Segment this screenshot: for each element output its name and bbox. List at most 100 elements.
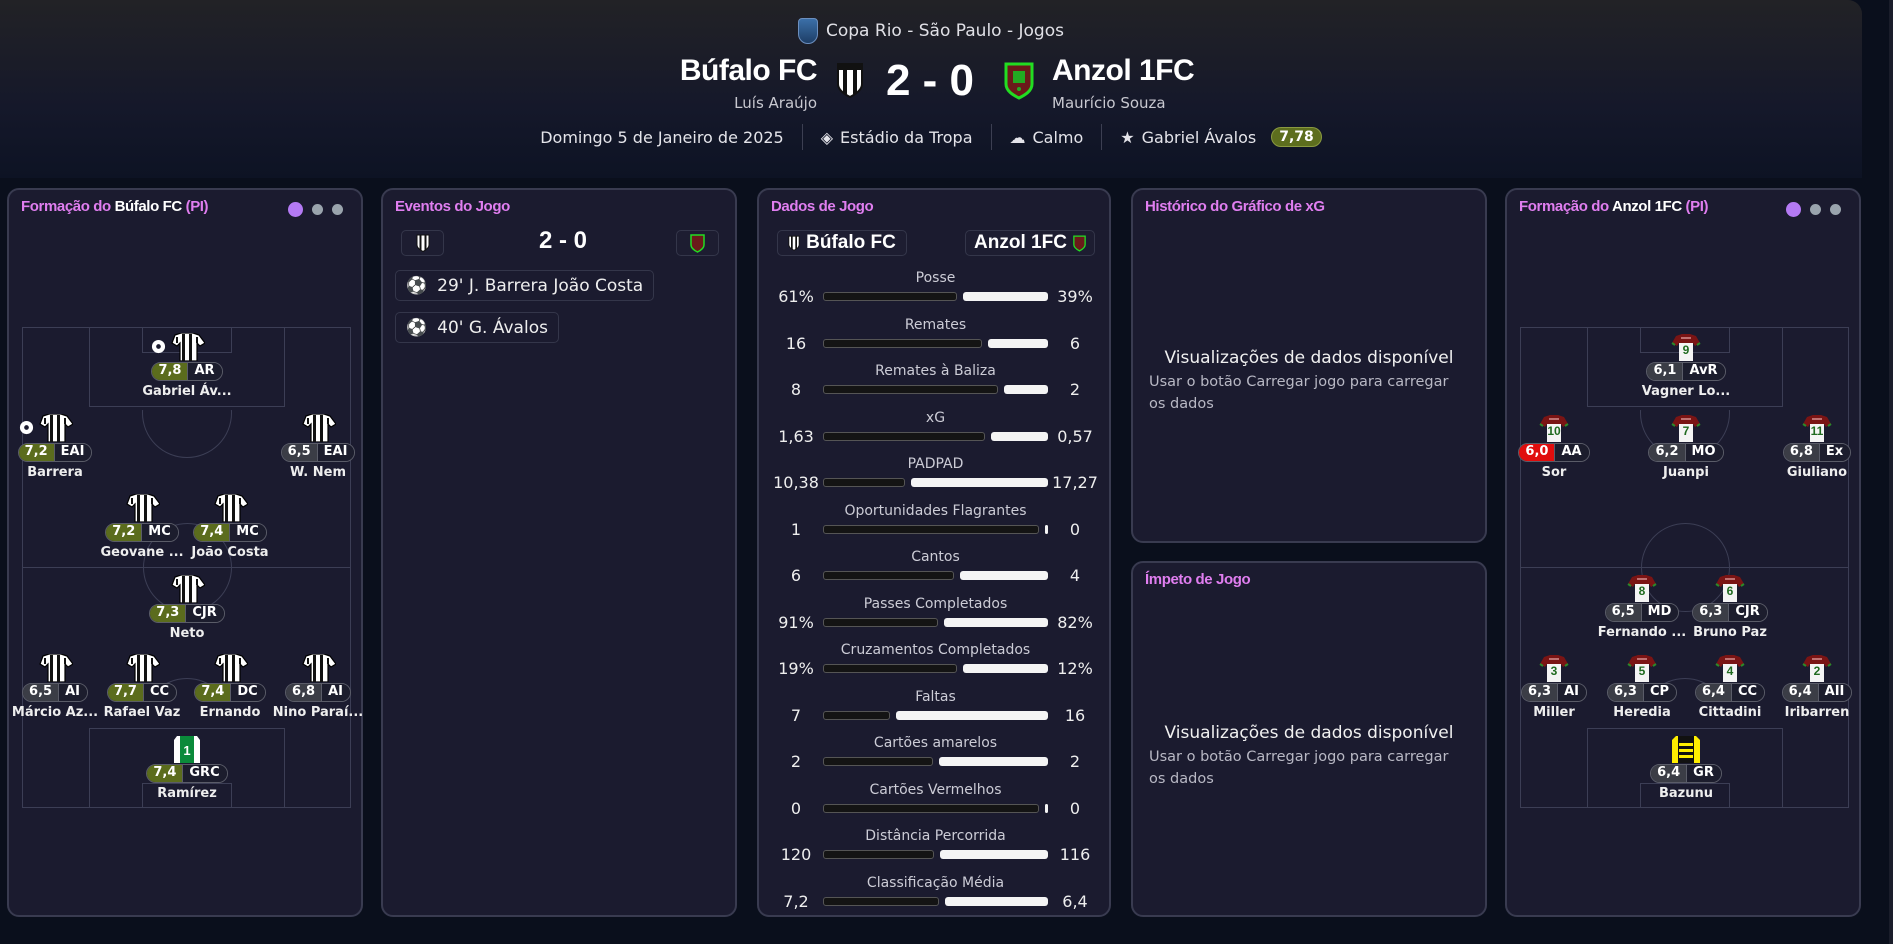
player-name: Nino Paraí... xyxy=(272,705,364,720)
motm-name[interactable]: Gabriel Ávalos xyxy=(1141,127,1257,147)
shirt-icon: 4 xyxy=(1712,654,1748,682)
player-marker[interactable]: 4 6,4 CC Cittadini xyxy=(1675,654,1785,720)
events-score: 2 - 0 xyxy=(538,227,588,254)
stat-away-bar xyxy=(963,664,1048,673)
player-position: CC xyxy=(1730,684,1765,701)
home-crest-icon xyxy=(788,235,800,251)
home-team-tab[interactable]: Búfalo FC xyxy=(777,230,907,256)
rating-badge: 6,0 AA xyxy=(1518,443,1590,462)
player-marker[interactable]: 7,4 MC João Costa xyxy=(175,493,285,560)
player-marker[interactable]: 7,4 DC Ernando xyxy=(175,653,285,720)
stat-label: Cartões Vermelhos xyxy=(869,781,1002,798)
stat-home-value: 16 xyxy=(785,333,807,353)
stadium-name[interactable]: Estádio da Tropa xyxy=(840,127,973,147)
player-marker[interactable]: 7,2 MC Geovane ... xyxy=(87,493,197,560)
page-dot-1[interactable] xyxy=(288,202,303,217)
svg-text:1: 1 xyxy=(183,743,190,758)
stat-away-value: 4 xyxy=(1069,566,1081,585)
home-manager[interactable]: Luís Araújo xyxy=(734,94,817,112)
shirt-icon xyxy=(19,413,74,443)
rating-badge: 6,4 AII xyxy=(1781,683,1853,702)
player-rating: 6,8 xyxy=(1783,444,1819,461)
away-crest-icon xyxy=(1004,62,1034,100)
away-team-badge[interactable] xyxy=(676,230,719,256)
stat-away-value: 39% xyxy=(1057,287,1093,306)
page-dot-2[interactable] xyxy=(312,204,323,215)
home-crest-icon xyxy=(416,234,429,252)
stat-away-bar xyxy=(1004,385,1048,394)
player-name: Barrera xyxy=(27,465,83,480)
player-name: Márcio Az... xyxy=(11,705,99,720)
panel-title: Formação do Anzol 1FC (PI) xyxy=(1519,198,1709,215)
player-marker[interactable]: 3 6,3 AI Miller xyxy=(1499,654,1609,720)
event-item[interactable]: ⚽ 40' G. Ávalos xyxy=(395,312,559,343)
panel-title: Dados de Jogo xyxy=(771,198,874,215)
away-team-name[interactable]: Anzol 1FC xyxy=(1052,54,1195,87)
player-marker[interactable]: 6,4 GR Bazunu xyxy=(1631,735,1741,801)
match-score: 2 - 0 xyxy=(885,56,975,105)
player-marker[interactable]: 6,8 AI Nino Paraí... xyxy=(263,653,373,720)
rating-badge: 6,4 GR xyxy=(1650,764,1722,783)
svg-text:5: 5 xyxy=(1639,664,1646,678)
page-dot-2[interactable] xyxy=(1810,204,1821,215)
competition-name[interactable]: Copa Rio - São Paulo - Jogos xyxy=(826,21,1064,41)
shirt-icon: 11 xyxy=(1799,414,1835,442)
player-marker[interactable]: 6,5 AI Márcio Az... xyxy=(0,653,110,720)
page-dots[interactable] xyxy=(288,202,343,217)
rating-badge: 7,4 MC xyxy=(193,523,267,542)
shirt-icon: 2 xyxy=(1799,654,1835,682)
rating-badge: 7,4 DC xyxy=(194,683,266,702)
player-rating: 7,2 xyxy=(18,444,54,461)
player-marker[interactable]: 7,2 EAI Barrera xyxy=(0,413,110,480)
away-crest-icon xyxy=(1073,234,1086,252)
scrollbar[interactable] xyxy=(1889,0,1893,944)
shirt-icon: 6 xyxy=(1712,574,1748,602)
player-marker[interactable]: 7,3 CJR Neto xyxy=(132,574,242,641)
location-pin-icon: ◈ xyxy=(820,127,834,147)
page-dot-3[interactable] xyxy=(332,204,343,215)
stat-home-value: 19% xyxy=(778,659,814,678)
player-marker[interactable]: 11 6,8 Ex Giuliano xyxy=(1762,414,1872,480)
player-marker[interactable]: 7,8 AR Gabriel Áv... xyxy=(132,332,242,399)
player-marker[interactable]: 9 6,1 AvR Vagner Lo... xyxy=(1631,333,1741,399)
home-team-name[interactable]: Búfalo FC xyxy=(679,54,818,87)
motm-rating-badge: 7,78 xyxy=(1271,127,1322,147)
player-rating: 6,5 xyxy=(281,444,317,461)
svg-text:3: 3 xyxy=(1551,664,1558,678)
player-marker[interactable]: 6 6,3 CJR Bruno Paz xyxy=(1675,574,1785,640)
player-marker[interactable]: 7 6,2 MO Juanpi xyxy=(1631,414,1741,480)
player-position: MO xyxy=(1684,444,1723,461)
page-dots[interactable] xyxy=(1786,202,1841,217)
goal-ball-icon: ⚽ xyxy=(406,317,428,338)
player-marker[interactable]: 7,7 CC Rafael Vaz xyxy=(87,653,197,720)
player-marker[interactable]: 2 6,4 AII Iribarren xyxy=(1762,654,1872,720)
away-manager[interactable]: Maurício Souza xyxy=(1052,94,1166,112)
rating-badge: 6,8 Ex xyxy=(1782,443,1852,462)
player-marker[interactable]: 5 6,3 CP Heredia xyxy=(1587,654,1697,720)
event-item[interactable]: ⚽ 29' J. Barrera João Costa xyxy=(395,270,655,301)
shirt-icon xyxy=(37,653,74,683)
away-team-tab[interactable]: Anzol 1FC xyxy=(965,230,1095,256)
player-name: Geovane ... xyxy=(100,545,184,560)
page-dot-1[interactable] xyxy=(1786,202,1801,217)
stat-home-value: 7 xyxy=(790,705,802,725)
event-text: 29' J. Barrera João Costa xyxy=(437,275,644,296)
rating-badge: 7,8 AR xyxy=(151,362,223,381)
player-name: Iribarren xyxy=(1784,705,1850,720)
match-stats-panel: Dados de Jogo Búfalo FC Anzol 1FC Posse … xyxy=(757,188,1111,917)
player-position: EAI xyxy=(316,444,355,461)
stat-away-bar xyxy=(911,478,1048,487)
player-position: AII xyxy=(1817,684,1852,701)
stat-row: Distância Percorrida 120 116 xyxy=(759,828,1112,874)
shirt-icon xyxy=(212,653,249,683)
player-marker[interactable]: 10 6,0 AA Sor xyxy=(1499,414,1609,480)
page-dot-3[interactable] xyxy=(1830,204,1841,215)
rating-badge: 7,3 CJR xyxy=(149,604,225,623)
panel-title: Formação do Búfalo FC (PI) xyxy=(21,198,209,215)
stat-away-value: 0 xyxy=(1069,519,1081,539)
player-marker[interactable]: 1 7,4 GRC Ramírez xyxy=(132,735,242,801)
player-marker[interactable]: 6,5 EAI W. Nem xyxy=(263,413,373,480)
rating-badge: 6,3 CP xyxy=(1606,683,1678,702)
home-team-badge[interactable] xyxy=(401,230,444,256)
player-marker[interactable]: 8 6,5 MD Fernando ... xyxy=(1587,574,1697,640)
